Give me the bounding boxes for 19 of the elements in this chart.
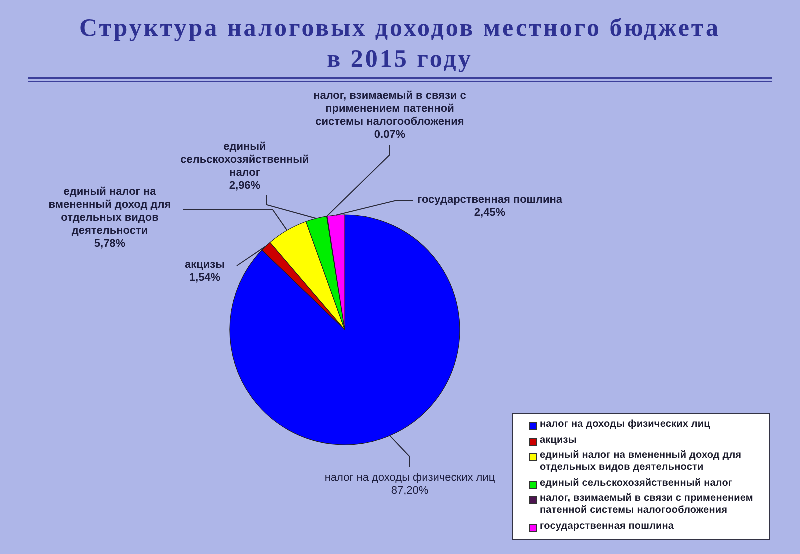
legend-label: налог, взимаемый в связи с применением патенной системы налогообложения <box>540 493 754 518</box>
data-label: 2,45% <box>474 207 506 219</box>
data-label: 1,54% <box>189 272 221 284</box>
legend-label: единый налог на вмененный доход для отдельных видов деятельности <box>540 450 743 474</box>
slice-label: акцизы <box>184 259 226 271</box>
slice-label: налог на доходы физических лиц <box>324 472 496 484</box>
data-label: 2,96% <box>229 180 261 192</box>
data-label: 0.07% <box>374 129 406 141</box>
data-label: 5,78% <box>94 238 126 250</box>
legend-label: государственная пошлина <box>540 520 674 533</box>
legend-label: налог на доходы физических лиц <box>540 419 710 431</box>
slice-label: единый налог на вмененный доход для отдельных видов деятельности <box>48 186 172 237</box>
slice-label: государственная пошлина <box>418 194 564 206</box>
legend-label: акцизы <box>540 434 577 447</box>
data-label: 87,20% <box>391 485 429 497</box>
slice-label: налог, взимаемый в связи с применением патенной системы налогообложения <box>314 90 466 128</box>
chart-title: Структура налоговых доходов местного бюджета в 2015 году <box>78 14 722 75</box>
legend-label: единый сельскохозяйственный налог <box>540 478 733 490</box>
slice-label: единый сельскохозяйственный налог <box>180 141 310 179</box>
